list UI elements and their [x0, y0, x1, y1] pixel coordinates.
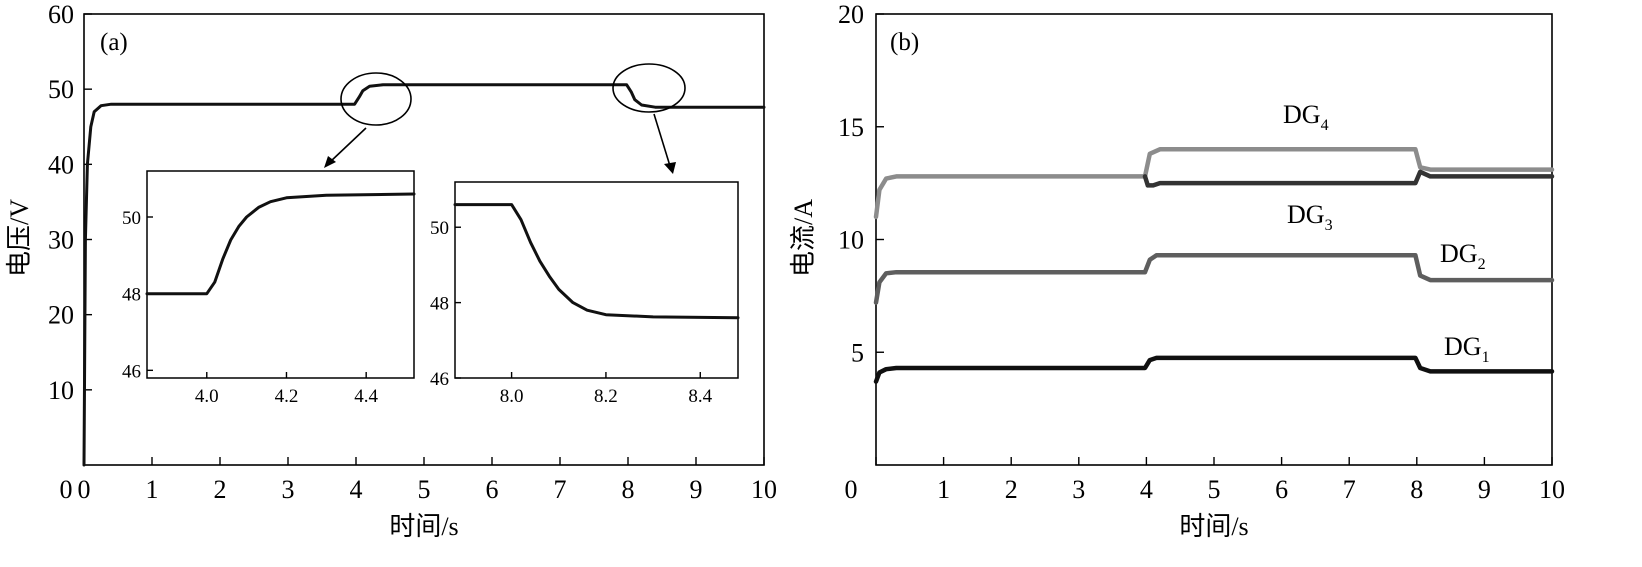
- inset-voltage-line: [145, 192, 416, 296]
- panel-b-series: [873, 147, 1555, 384]
- inset-x-tick-label: 4.0: [195, 386, 219, 407]
- inset-x-tick-label: 8.0: [500, 386, 524, 407]
- panel-a-y-axis-label: 电压/V: [5, 199, 34, 277]
- inset-x-tick-label: 4.2: [275, 386, 299, 407]
- b-y-tick-label: 20: [838, 0, 864, 29]
- zoom-circle-8s: [612, 63, 686, 113]
- b-series-line-dg2: [873, 253, 1555, 305]
- inset-2-ticks: 8.0 8.2 8.4 46 48 50: [430, 218, 713, 407]
- a-y-tick-label: 20: [48, 301, 74, 330]
- inset-1: 4.0 4.2 4.4 46 48 50: [122, 170, 416, 407]
- a-x-tick-label: 5: [418, 475, 431, 504]
- inset-x-tick-label: 4.4: [354, 386, 378, 407]
- b-origin-label: 0: [845, 475, 858, 504]
- inset-1-series: [145, 192, 416, 296]
- a-x-tick-label: 7: [554, 475, 567, 504]
- series-label-dg3: DG3: [1287, 200, 1333, 234]
- series-label-dg1: DG1: [1444, 332, 1490, 366]
- inset-2: 8.0 8.2 8.4 46 48 50: [430, 181, 740, 407]
- panel-b-y-axis-label: 电流/A: [789, 199, 818, 277]
- inset-1-ticks: 4.0 4.2 4.4 46 48 50: [122, 208, 379, 407]
- a-x-tick-label: 1: [146, 475, 159, 504]
- a-y-tick-label: 50: [48, 75, 74, 104]
- callout-arrow-right: [653, 113, 671, 167]
- panel-a-x-axis-label: 时间/s: [389, 512, 458, 541]
- panel-b: (b) 1 2 3 4 5 6 7 8 9 10 0 5 10 15 20 DG4 DG3 DG2 DG1 时间…: [789, 0, 1565, 541]
- a-y-tick-label: 10: [48, 376, 74, 405]
- b-series-line-dg4: [873, 147, 1555, 220]
- panel-a: (a) 0 1 2 3 4 5 6 7 8 9 10 0 10 20 30 40 50 60 时间/s 电压/V…: [5, 0, 777, 541]
- inset-x-tick-label: 8.2: [594, 386, 618, 407]
- panel-b-label: (b): [890, 29, 919, 56]
- b-x-tick-label: 7: [1343, 475, 1356, 504]
- a-origin-label: 0: [60, 475, 73, 504]
- inset-voltage-line: [453, 203, 740, 320]
- panel-b-series-labels: DG4 DG3 DG2 DG1: [1283, 100, 1490, 366]
- inset-1-frame: [146, 170, 415, 379]
- a-voltage-line: [82, 83, 766, 467]
- b-series-line-dg3: [1142, 169, 1555, 188]
- inset-y-tick-label: 48: [122, 285, 141, 306]
- inset-2-frame: [454, 181, 739, 379]
- panel-b-x-axis-label: 时间/s: [1179, 512, 1248, 541]
- a-x-tick-label: 4: [350, 475, 363, 504]
- b-x-tick-label: 6: [1275, 475, 1288, 504]
- series-label-dg2: DG2: [1440, 239, 1486, 273]
- inset-2-series: [453, 203, 740, 320]
- a-x-tick-label: 10: [751, 475, 777, 504]
- b-x-tick-label: 9: [1478, 475, 1491, 504]
- b-x-tick-label: 8: [1410, 475, 1423, 504]
- inset-x-tick-label: 8.4: [688, 386, 712, 407]
- b-x-tick-label: 4: [1140, 475, 1153, 504]
- a-y-tick-label: 40: [48, 150, 74, 179]
- b-y-tick-label: 15: [838, 113, 864, 142]
- a-x-tick-label: 2: [214, 475, 227, 504]
- a-y-tick-label: 30: [48, 226, 74, 255]
- series-label-dg4: DG4: [1283, 100, 1329, 134]
- panel-b-y-ticks: 5 10 15 20: [838, 0, 884, 367]
- panel-a-series: [82, 83, 766, 467]
- inset-y-tick-label: 50: [430, 218, 449, 239]
- a-x-tick-label: 0: [78, 475, 91, 504]
- a-x-tick-label: 8: [622, 475, 635, 504]
- b-y-tick-label: 10: [838, 226, 864, 255]
- panel-a-x-ticks: 0 1 2 3 4 5 6 7 8 9 10 0: [60, 457, 777, 504]
- b-x-tick-label: 10: [1539, 475, 1565, 504]
- callout-arrowhead-left: [324, 156, 336, 168]
- a-x-tick-label: 6: [486, 475, 499, 504]
- b-series-line-dg1: [873, 355, 1555, 384]
- zoom-circle-4s: [340, 72, 412, 126]
- inset-y-tick-label: 46: [430, 369, 449, 390]
- panel-a-label: (a): [100, 29, 128, 56]
- inset-y-tick-label: 46: [122, 361, 141, 382]
- panel-b-x-ticks: 1 2 3 4 5 6 7 8 9 10 0: [845, 457, 1565, 504]
- callout-arrowhead-right: [664, 162, 676, 174]
- b-x-tick-label: 1: [937, 475, 950, 504]
- a-y-tick-label: 60: [48, 0, 74, 29]
- b-x-tick-label: 3: [1072, 475, 1085, 504]
- b-y-tick-label: 5: [851, 338, 864, 367]
- inset-y-tick-label: 48: [430, 294, 449, 315]
- b-x-tick-label: 5: [1208, 475, 1221, 504]
- callout-arrow-left: [329, 127, 367, 163]
- a-x-tick-label: 3: [282, 475, 295, 504]
- inset-y-tick-label: 50: [122, 208, 141, 229]
- a-x-tick-label: 9: [690, 475, 703, 504]
- b-x-tick-label: 2: [1005, 475, 1018, 504]
